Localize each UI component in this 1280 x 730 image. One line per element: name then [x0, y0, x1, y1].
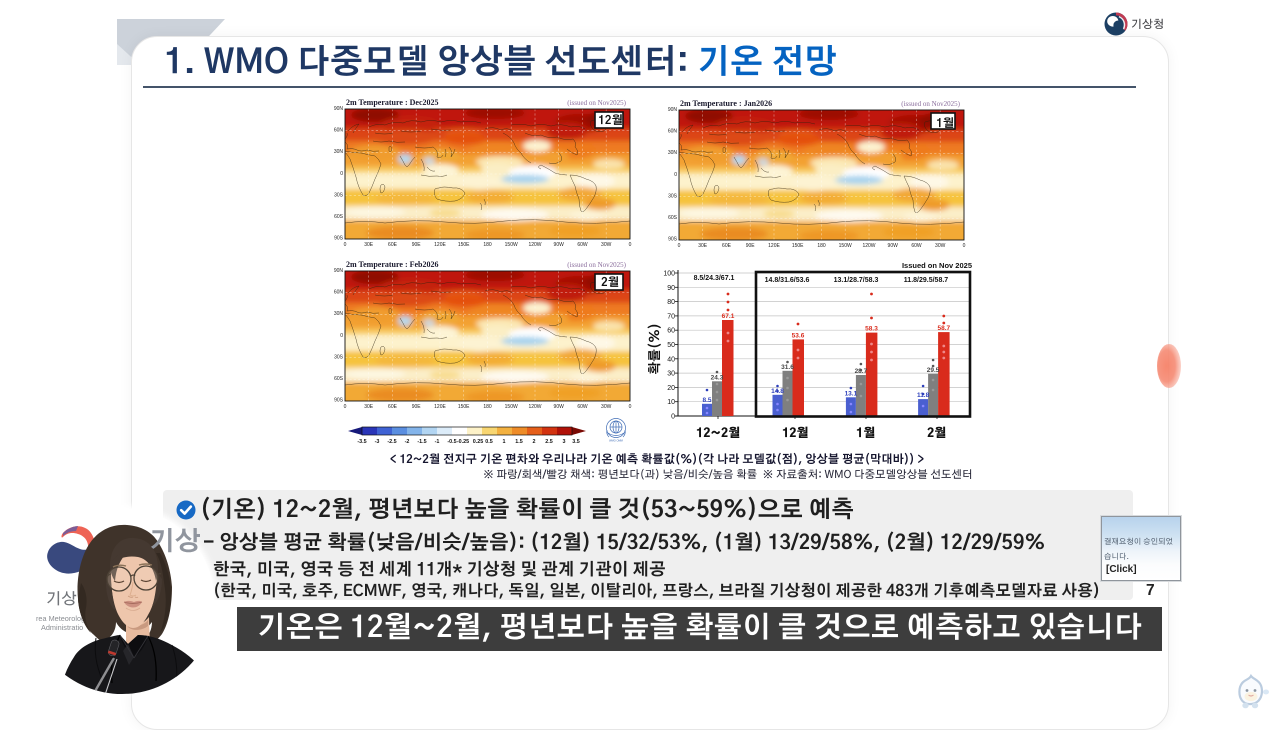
svg-text:-2: -2 [405, 439, 410, 445]
svg-text:8.5/24.3/67.1: 8.5/24.3/67.1 [694, 275, 735, 282]
svg-text:100: 100 [663, 271, 675, 278]
svg-text:40: 40 [667, 356, 675, 363]
svg-text:90: 90 [667, 285, 675, 292]
svg-text:2: 2 [533, 439, 536, 445]
svg-text:30: 30 [667, 371, 675, 378]
svg-text:20: 20 [667, 385, 675, 392]
svg-text:60: 60 [667, 328, 675, 335]
svg-text:11.8: 11.8 [917, 392, 930, 399]
svg-text:-0.25: -0.25 [457, 439, 469, 445]
svg-text:2m Temperature : Jan2026: 2m Temperature : Jan2026 [680, 99, 772, 108]
svg-text:11.8/29.5/58.7: 11.8/29.5/58.7 [904, 277, 948, 284]
svg-text:10: 10 [667, 399, 675, 406]
svg-text:28.7: 28.7 [855, 368, 868, 375]
svg-text:2m Temperature : Feb2026: 2m Temperature : Feb2026 [346, 260, 439, 269]
svg-text:0.25: 0.25 [473, 439, 484, 445]
svg-text:3: 3 [563, 439, 566, 445]
svg-text:(issued on Nov2025): (issued on Nov2025) [567, 99, 626, 107]
svg-text:13.1/28.7/58.3: 13.1/28.7/58.3 [834, 277, 879, 284]
svg-text:WMO OMM: WMO OMM [609, 439, 623, 443]
svg-text:3.5: 3.5 [572, 439, 580, 445]
svg-text:-2.5: -2.5 [387, 439, 396, 445]
svg-text:58.3: 58.3 [865, 326, 878, 333]
svg-text:-3.5: -3.5 [357, 439, 366, 445]
svg-text:67.1: 67.1 [722, 313, 735, 320]
svg-text:-1: -1 [435, 439, 440, 445]
svg-text:8.5: 8.5 [702, 397, 711, 404]
svg-text:70: 70 [667, 313, 675, 320]
svg-text:80: 80 [667, 299, 675, 306]
svg-text:-0.5: -0.5 [447, 439, 456, 445]
svg-text:58.7: 58.7 [937, 325, 950, 332]
svg-text:13.1: 13.1 [845, 391, 858, 398]
svg-text:0: 0 [671, 414, 675, 421]
svg-text:2m Temperature : Dec2025: 2m Temperature : Dec2025 [346, 98, 439, 107]
svg-text:(issued on Nov2025): (issued on Nov2025) [567, 261, 626, 269]
svg-text:53.6: 53.6 [792, 333, 805, 340]
svg-text:Issued on Nov 2025: Issued on Nov 2025 [902, 261, 972, 270]
svg-text:31.6: 31.6 [781, 364, 794, 371]
svg-text:-1.5: -1.5 [417, 439, 426, 445]
svg-text:2.5: 2.5 [545, 439, 553, 445]
svg-text:(issued on Nov2025): (issued on Nov2025) [901, 100, 960, 108]
svg-text:29.5: 29.5 [927, 367, 940, 374]
svg-text:24.3: 24.3 [711, 375, 724, 382]
svg-text:1.5: 1.5 [515, 439, 523, 445]
svg-text:rea Meteorolog: rea Meteorolog [36, 614, 85, 623]
svg-text:14.8/31.6/53.6: 14.8/31.6/53.6 [765, 277, 810, 284]
svg-text:-3: -3 [375, 439, 380, 445]
svg-text:Administratio: Administratio [41, 623, 83, 632]
svg-text:1: 1 [503, 439, 506, 445]
svg-text:50: 50 [667, 342, 675, 349]
svg-text:0.5: 0.5 [485, 439, 493, 445]
